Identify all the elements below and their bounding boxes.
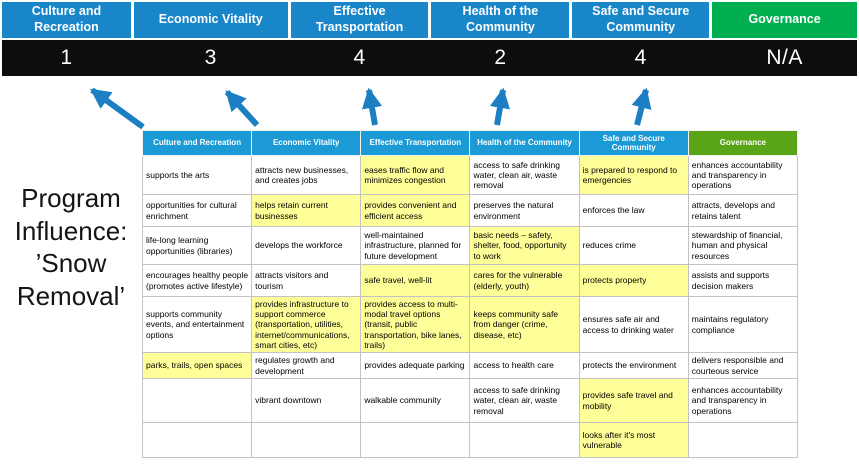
program-influence-label: Program Influence: ’Snow Removal’ [0,182,142,312]
program-label-line: Removal’ [16,280,126,311]
top-header-economic-vitality: Economic Vitality [133,2,288,38]
table-cell: life-long learning opportunities (librar… [141,226,253,265]
top-header-governance: Governance [712,2,857,38]
program-label-line: Program [21,183,121,213]
col-header-culture-and-recreation: Culture and Recreation [141,130,253,156]
col-header-safe-and-secure-community: Safe and Secure Community [578,130,689,156]
table-cell: stewardship of financial, human and phys… [687,226,799,265]
table-row: looks after it's most vulnerable [141,422,799,458]
up-arrow-icon [224,89,260,128]
score-band: 1 3 4 2 4 N/A [2,40,857,76]
table-row: vibrant downtown walkable community acce… [141,378,799,423]
program-label-line: Influence: [14,215,128,246]
table-cell: attracts new businesses, and creates job… [251,155,362,195]
table-cell: access to health care [469,352,580,379]
table-cell: provides convenient and efficient access [360,194,471,227]
table-cell: is prepared to respond to emergencies [578,155,689,195]
score-governance: N/A [766,46,803,69]
table-cell: safe travel, well-lit [360,264,471,297]
table-row: supports community events, and entertain… [141,296,799,353]
col-header-effective-transportation: Effective Transportation [360,130,471,156]
table-cell: looks after it's most vulnerable [578,422,689,458]
table-cell: basic needs – safety, shelter, food, opp… [469,226,580,265]
top-header-effective-transportation: Effective Transportation [290,2,429,38]
table-cell: helps retain current businesses [251,194,362,227]
score-effective-transportation: 4 [353,46,366,69]
up-arrow-icon [631,87,652,126]
table-cell [687,422,799,458]
table-cell: preserves the natural environment [469,194,580,227]
table-cell: provides infrastructure to support comme… [251,296,362,353]
table-cell: reduces crime [578,226,689,265]
table-cell: parks, trails, open spaces [141,352,253,379]
table-cell: enforces the law [578,194,689,227]
table-row: supports the arts attracts new businesse… [141,155,799,195]
table-cell [141,422,253,458]
top-header-row: Culture and Recreation Economic Vitality… [2,2,857,38]
table-cell: maintains regulatory compliance [687,296,799,353]
score-economic-vitality: 3 [204,46,217,69]
arrows-layer [90,87,652,130]
table-cell: supports the arts [141,155,253,195]
table-cell: walkable community [360,378,471,423]
score-health-of-the-community: 2 [494,46,507,69]
up-arrow-icon [361,87,383,126]
table-cell [360,422,471,458]
table-cell: assists and supports decision makers [687,264,799,297]
table-cell: enhances accountability and transparency… [687,155,799,195]
table-cell: protects the environment [578,352,689,379]
table-cell: enhances accountability and transparency… [687,378,799,423]
col-header-health-of-the-community: Health of the Community [469,130,580,156]
table-cell: protects property [578,264,689,297]
table-cell: provides safe travel and mobility [578,378,689,423]
table-cell: access to safe drinking water, clean air… [469,378,580,423]
table-cell [469,422,580,458]
table-header-row: Culture and Recreation Economic Vitality… [141,130,799,156]
top-header-health-of-the-community: Health of the Community [431,2,570,38]
influence-table: Culture and Recreation Economic Vitality… [141,130,799,458]
table-cell: cares for the vulnerable (elderly, youth… [469,264,580,297]
score-safe-and-secure-community: 4 [634,46,647,69]
top-header-safe-and-secure-community: Safe and Secure Community [572,2,710,38]
table-cell: well-maintained infrastructure, planned … [360,226,471,265]
table-cell: delivers responsible and courteous servi… [687,352,799,379]
table-cell: develops the workforce [251,226,362,265]
table-cell: encourages healthy people (promotes acti… [141,264,253,297]
table-cell: access to safe drinking water, clean air… [469,155,580,195]
table-cell: provides access to multi-modal travel op… [360,296,471,353]
program-label-line: ’Snow [35,248,107,278]
table-cell: eases traffic flow and minimizes congest… [360,155,471,195]
table-row: life-long learning opportunities (librar… [141,226,799,265]
table-cell: provides adequate parking [360,352,471,379]
table-cell: ensures safe air and access to drinking … [578,296,689,353]
table-cell: opportunities for cultural enrichment [141,194,253,227]
table-row: opportunities for cultural enrichment he… [141,194,799,227]
up-arrow-icon [90,87,145,130]
table-cell [141,378,253,423]
table-cell [251,422,362,458]
score-culture-and-recreation: 1 [60,46,73,69]
table-cell: vibrant downtown [251,378,362,423]
table-cell: supports community events, and entertain… [141,296,253,353]
table-cell: regulates growth and development [251,352,362,379]
table-cell: attracts visitors and tourism [251,264,362,297]
table-row: parks, trails, open spaces regulates gro… [141,352,799,379]
table-row: encourages healthy people (promotes acti… [141,264,799,297]
table-cell: attracts, develops and retains talent [687,194,799,227]
table-cell: keeps community safe from danger (crime,… [469,296,580,353]
col-header-governance: Governance [687,130,799,156]
top-header-culture-and-recreation: Culture and Recreation [2,2,131,38]
up-arrow-icon [489,87,511,126]
col-header-economic-vitality: Economic Vitality [251,130,362,156]
